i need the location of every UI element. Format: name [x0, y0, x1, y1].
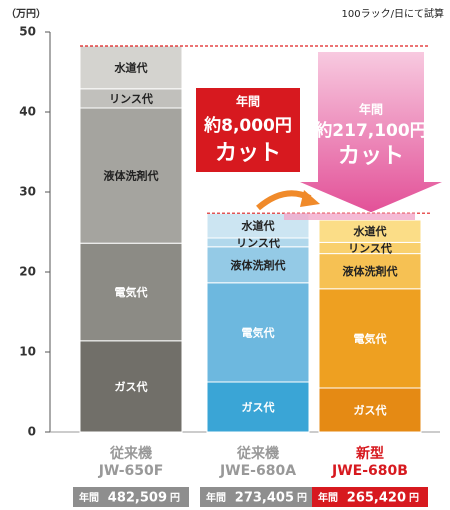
- segment-label: ガス代: [115, 379, 148, 393]
- callout-text: カット: [215, 141, 281, 166]
- bar-segment: [79, 242, 183, 342]
- segment-label: リンス代: [348, 241, 392, 255]
- total-prefix: 年間: [206, 491, 226, 504]
- y-tick-label: 50: [19, 25, 36, 39]
- y-tick-label: 10: [19, 345, 36, 359]
- segment-label: 水道代: [353, 224, 387, 238]
- callout-text: 約217,100円: [314, 120, 426, 141]
- segment-label: 電気代: [242, 325, 275, 339]
- bar-segment: [318, 288, 422, 389]
- total-value: 265,420: [347, 491, 406, 506]
- model-label: JWE-680B: [331, 463, 408, 479]
- segment-label: 水道代: [241, 219, 275, 233]
- segment-label: 電気代: [354, 331, 387, 345]
- bar-segment: [79, 45, 183, 90]
- bar-segment: [318, 387, 422, 433]
- note: 100ラック/日にて試算: [342, 7, 444, 20]
- total-value: 273,405: [235, 491, 294, 506]
- total-box: [312, 487, 428, 507]
- category-label: 従来機: [109, 445, 152, 462]
- curve-arrow-head: [300, 190, 320, 207]
- callout-text: 約8,000円: [203, 115, 292, 136]
- segment-label: 液体洗剤代: [231, 258, 286, 272]
- segment-label: リンス代: [109, 91, 153, 105]
- category-label: 従来機: [236, 445, 279, 462]
- bar-segment: [206, 381, 310, 433]
- callout-text: 年間: [236, 94, 260, 109]
- y-tick-label: 20: [19, 265, 36, 279]
- model-label: JW-650F: [98, 463, 164, 479]
- bar-segment: [79, 340, 183, 433]
- saving-band: [284, 213, 415, 220]
- y-unit: （万円）: [6, 7, 46, 20]
- callout-text: 年間: [359, 102, 383, 117]
- y-tick-label: 30: [19, 185, 36, 199]
- total-box: [73, 487, 189, 507]
- total-prefix: 年間: [79, 491, 99, 504]
- total-box: [200, 487, 316, 507]
- segment-label: ガス代: [242, 400, 275, 414]
- total-prefix: 年間: [318, 491, 338, 504]
- total-value: 482,509: [108, 491, 167, 506]
- category-label: 新型: [355, 445, 384, 462]
- segment-label: ガス代: [354, 403, 387, 417]
- bar-segment: [79, 107, 183, 244]
- total-unit: 円: [409, 492, 419, 504]
- segment-label: 液体洗剤代: [104, 169, 159, 183]
- segment-label: 電気代: [115, 285, 148, 299]
- total-unit: 円: [297, 492, 307, 504]
- callout-text: カット: [338, 144, 404, 169]
- segment-label: 水道代: [114, 60, 148, 74]
- total-unit: 円: [170, 492, 180, 504]
- model-label: JWE-680A: [219, 463, 296, 479]
- y-tick-label: 40: [19, 105, 36, 119]
- callout-box: [196, 88, 300, 172]
- saving-arrow: [300, 52, 442, 213]
- segment-label: リンス代: [236, 235, 280, 249]
- segment-label: 液体洗剤代: [343, 264, 398, 278]
- y-tick-label: 0: [28, 425, 36, 439]
- bar-segment: [318, 253, 422, 290]
